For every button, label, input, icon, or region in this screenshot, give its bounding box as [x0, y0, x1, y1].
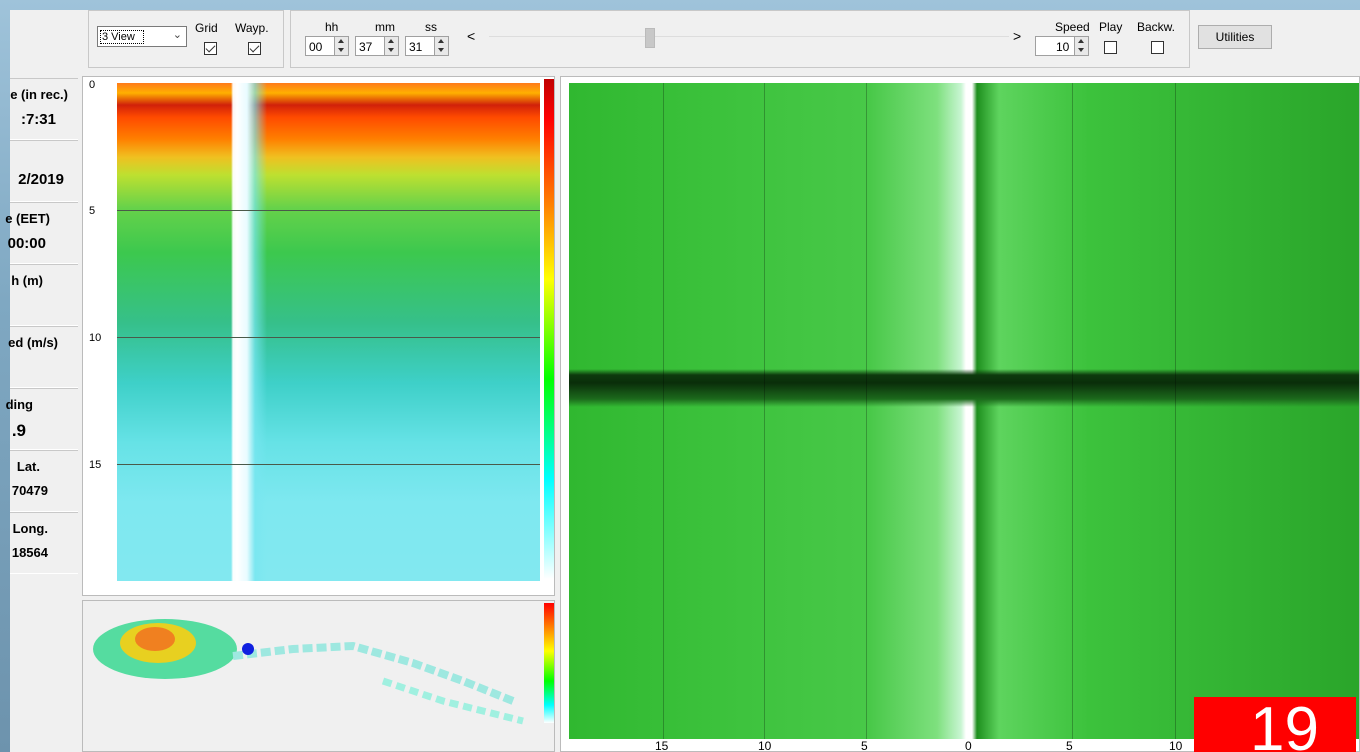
view-options-group: 3 View ⌄ Grid Wayp. — [88, 10, 284, 68]
info-value: 18564 — [11, 545, 48, 560]
sidescan-grid-line — [764, 83, 765, 739]
speed-stepper[interactable]: 10 — [1035, 36, 1089, 56]
info-value: 00:00 — [7, 235, 46, 252]
survey-area-blob — [135, 627, 175, 651]
info-cell-speed: ed (m/s) — [8, 326, 78, 388]
range-label-10-right: 10 — [1169, 739, 1183, 752]
range-label-5-left: 5 — [861, 739, 868, 752]
echogram-image[interactable] — [117, 83, 540, 581]
info-panel: e (in rec.) :7:31 2/2019 e (EET) 00:00 h… — [5, 78, 78, 752]
sidescan-image[interactable] — [569, 83, 1359, 739]
chevron-down-icon: ⌄ — [172, 29, 182, 41]
range-label-15-left: 15 — [655, 739, 669, 752]
range-label-5-right: 5 — [1066, 739, 1073, 752]
ss-label: ss — [425, 20, 437, 34]
backw-checkbox[interactable] — [1151, 41, 1164, 54]
info-cell-date: 2/2019 — [10, 140, 78, 202]
echo-grid-line — [117, 337, 540, 338]
playback-group: hh 00 mm 37 ss 31 < > Speed 10 Play Back… — [290, 10, 1190, 68]
wayp-checkbox[interactable] — [248, 42, 261, 55]
wayp-label: Wayp. — [235, 21, 269, 35]
info-cell-time-eet: e (EET) 00:00 — [5, 202, 78, 264]
hh-stepper[interactable]: 00 — [305, 36, 349, 56]
range-label-10-left: 10 — [758, 739, 772, 752]
echo-color-scale — [544, 79, 554, 579]
map-color-scale — [544, 603, 554, 723]
depth-label-15: 15 — [89, 459, 102, 471]
echo-grid-line — [117, 210, 540, 211]
sidescan-grid-line — [1175, 83, 1176, 739]
app-window: 3 View ⌄ Grid Wayp. hh 00 mm 37 ss 31 < … — [5, 10, 1360, 752]
vessel-position-marker — [242, 643, 254, 655]
play-checkbox[interactable] — [1104, 41, 1117, 54]
ss-value: 31 — [409, 40, 423, 54]
info-cell-long: Long. 18564 — [10, 512, 78, 574]
scrollbar-track[interactable] — [489, 36, 1009, 37]
slide-number: 19 — [1250, 697, 1319, 752]
survey-track — [232, 641, 515, 705]
depth-label-5: 5 — [89, 205, 96, 217]
view-select-value: 3 View — [100, 30, 144, 44]
slide-number-badge: 19 — [1194, 697, 1356, 752]
sidescan-view[interactable]: 15 10 5 0 5 10 — [560, 76, 1360, 752]
info-value: .9 — [11, 421, 26, 440]
info-title: e (EET) — [5, 211, 50, 226]
sidescan-grid-line — [663, 83, 664, 739]
mm-value: 37 — [359, 40, 373, 54]
utilities-button[interactable]: Utilities — [1198, 25, 1272, 49]
info-title: Lat. — [16, 459, 40, 474]
grid-checkbox[interactable] — [204, 42, 217, 55]
survey-track — [381, 677, 524, 725]
echosounder-view[interactable]: 0 5 10 15 — [82, 76, 555, 596]
info-title: ding — [5, 397, 33, 412]
info-cell-heading: ding .9 — [6, 388, 78, 450]
play-label: Play — [1099, 20, 1123, 34]
info-cell-depth: h (m) — [10, 264, 78, 326]
view-select[interactable]: 3 View ⌄ — [97, 26, 187, 47]
info-title: e (in rec.) — [10, 87, 68, 102]
grid-label: Grid — [195, 21, 218, 35]
info-title: ed (m/s) — [8, 335, 58, 350]
info-cell-lat: Lat. 70479 — [10, 450, 78, 512]
range-label-0: 0 — [965, 739, 972, 752]
mm-stepper[interactable]: 37 — [355, 36, 399, 56]
info-title: Long. — [12, 521, 48, 536]
scroll-right-button[interactable]: > — [1013, 28, 1022, 44]
info-value: 2/2019 — [18, 171, 64, 188]
speed-value: 10 — [1056, 40, 1070, 54]
sidescan-grid-line — [1072, 83, 1073, 739]
info-title: h (m) — [11, 273, 43, 288]
hh-value: 00 — [309, 40, 323, 54]
info-value: 70479 — [11, 483, 48, 498]
track-map[interactable] — [82, 600, 555, 752]
echo-grid-line — [117, 464, 540, 465]
track-map-svg — [93, 619, 524, 725]
info-cell-time-in-rec: e (in rec.) :7:31 — [10, 78, 78, 140]
sidescan-grid-line — [866, 83, 867, 739]
backw-label: Backw. — [1137, 20, 1176, 34]
scrollbar-thumb[interactable] — [645, 28, 655, 48]
info-value: :7:31 — [20, 111, 56, 128]
depth-label-10: 10 — [89, 332, 102, 344]
scroll-left-button[interactable]: < — [467, 28, 476, 44]
time-scrollbar[interactable]: < > — [459, 26, 1035, 48]
mm-label: mm — [375, 20, 395, 34]
ss-stepper[interactable]: 31 — [405, 36, 449, 56]
depth-label-0: 0 — [89, 79, 96, 91]
hh-label: hh — [325, 20, 339, 34]
speed-label: Speed — [1055, 20, 1090, 34]
